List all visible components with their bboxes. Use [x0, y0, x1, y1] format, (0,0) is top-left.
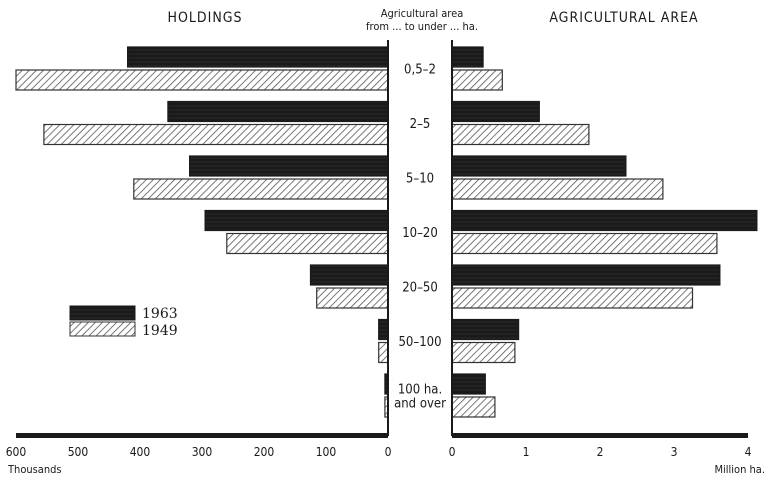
area-bar-1963-3: [451, 155, 627, 177]
holdings-unit-label: Thousands: [7, 463, 62, 476]
legend: 1963 1949: [69, 305, 178, 339]
area-tick-2: 2: [597, 445, 604, 459]
holdings-panel-title: HOLDINGS: [168, 10, 243, 26]
holdings-bar-1949-5: [316, 287, 389, 309]
holdings-tick-200: 200: [254, 445, 275, 459]
holdings-bar-1949-3: [133, 178, 389, 200]
area-bar-1949-7: [451, 396, 496, 418]
axes-group: 600 500 400 300 200 100 0 0 1 2 3 4: [6, 40, 752, 459]
category-label-group: 0,5–2 2–5 5–10 10–20 20–50 50–100 100 ha.and o…: [394, 63, 446, 412]
area-tick-4: 4: [745, 445, 752, 459]
area-bar-1963-7: [451, 373, 486, 395]
area-axis-bar: [452, 433, 748, 438]
area-tick-1: 1: [523, 445, 530, 459]
category-label-6: 50–100: [398, 335, 441, 350]
category-label-3: 5–10: [406, 172, 434, 187]
holdings-bar-1963-2: [167, 100, 389, 123]
holdings-bar-1963-3: [189, 155, 389, 177]
legend-swatch-1963: [69, 305, 136, 321]
area-bar-1963-5: [451, 264, 721, 286]
area-bar-1949-3: [451, 178, 664, 200]
center-header-line-2: from ... to under ... ha.: [366, 20, 478, 33]
bar-group: [15, 46, 758, 418]
area-bar-1963-2: [451, 100, 540, 123]
holdings-tick-300: 300: [192, 445, 213, 459]
area-bar-1949-5: [451, 287, 694, 309]
category-label-7-line-1: 100 ha.: [398, 383, 442, 398]
category-label-5: 20–50: [402, 281, 438, 296]
area-panel-title: AGRICULTURAL AREA: [549, 10, 698, 26]
area-bar-1963-4: [451, 209, 758, 232]
area-tick-3: 3: [671, 445, 678, 459]
center-header-line-1: Agricultural area: [381, 7, 464, 20]
legend-label-1949: 1949: [142, 323, 178, 339]
area-bar-1949-1: [451, 69, 503, 91]
holdings-tick-100: 100: [316, 445, 337, 459]
legend-swatch-1949: [69, 321, 136, 337]
category-label-4: 10–20: [402, 226, 438, 241]
category-label-1: 0,5–2: [404, 63, 436, 78]
area-bar-1963-6: [451, 318, 520, 341]
area-bar-1949-2: [451, 123, 590, 146]
area-bar-1949-6: [451, 341, 516, 364]
area-bar-1963-1: [451, 46, 484, 68]
holdings-bar-1949-2: [43, 123, 389, 146]
area-bar-1949-4: [451, 232, 718, 255]
area-unit-label: Million ha.: [715, 463, 766, 476]
holdings-tick-500: 500: [68, 445, 89, 459]
category-label-2: 2–5: [410, 117, 431, 132]
holdings-bar-1949-4: [226, 232, 389, 255]
holdings-bar-1949-6: [378, 341, 389, 364]
holdings-bar-1963-6: [378, 318, 389, 341]
legend-label-1963: 1963: [142, 306, 178, 322]
holdings-bar-1949-1: [15, 69, 389, 91]
category-label-7-line-2: and over: [394, 397, 446, 412]
holdings-tick-400: 400: [130, 445, 151, 459]
holdings-tick-600: 600: [6, 445, 27, 459]
holdings-bar-1963-4: [204, 209, 389, 232]
holdings-bar-1963-5: [309, 264, 389, 286]
holdings-bar-1963-1: [126, 46, 389, 68]
holdings-tick-0: 0: [385, 445, 392, 459]
holdings-axis-bar: [16, 433, 388, 438]
area-tick-0: 0: [449, 445, 456, 459]
